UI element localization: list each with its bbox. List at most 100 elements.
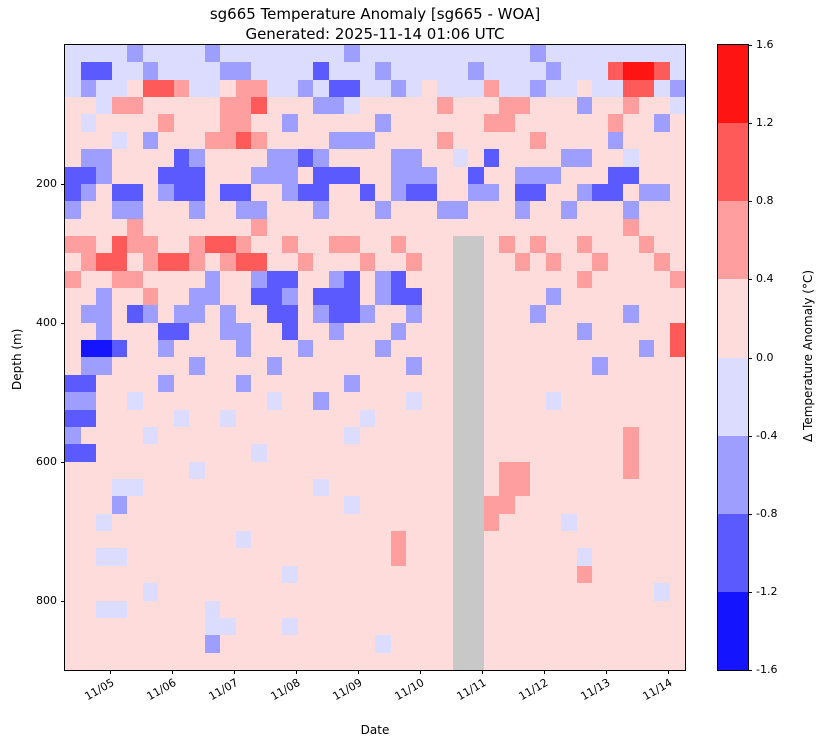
heatmap-cell bbox=[545, 600, 561, 618]
heatmap-cell bbox=[530, 496, 546, 514]
heatmap-cell bbox=[96, 270, 112, 289]
heatmap-cell bbox=[251, 531, 267, 549]
heatmap-cell bbox=[483, 97, 499, 115]
heatmap-cell bbox=[561, 531, 577, 549]
heatmap-cell bbox=[390, 513, 406, 532]
heatmap-cell bbox=[468, 45, 484, 63]
heatmap-cell bbox=[623, 496, 639, 514]
heatmap-cell bbox=[235, 288, 251, 306]
y-tick-label: 400 bbox=[36, 315, 57, 329]
heatmap-cell bbox=[65, 62, 81, 80]
heatmap-cell bbox=[390, 183, 406, 202]
heatmap-cell bbox=[235, 270, 251, 289]
heatmap-cell bbox=[142, 45, 158, 63]
heatmap-cell bbox=[623, 305, 639, 323]
heatmap-cell bbox=[390, 131, 406, 150]
heatmap-cell bbox=[359, 166, 375, 184]
heatmap-cell bbox=[375, 600, 391, 618]
heatmap-cell bbox=[344, 253, 360, 271]
heatmap-cell bbox=[530, 114, 546, 132]
heatmap-cell bbox=[545, 201, 561, 219]
heatmap-cell bbox=[390, 531, 406, 549]
heatmap-cell bbox=[452, 218, 468, 236]
heatmap-cell bbox=[623, 183, 639, 202]
heatmap-cell bbox=[111, 548, 127, 566]
heatmap-cell bbox=[669, 45, 685, 63]
colorbar-segment bbox=[718, 513, 748, 592]
heatmap-cell bbox=[189, 253, 205, 271]
heatmap-cell bbox=[406, 201, 422, 219]
heatmap-cell bbox=[282, 357, 298, 375]
heatmap-cell bbox=[127, 426, 143, 445]
heatmap-cell bbox=[266, 444, 282, 462]
heatmap-cell bbox=[669, 392, 685, 410]
heatmap-cell bbox=[80, 357, 96, 375]
heatmap-cell bbox=[623, 617, 639, 636]
heatmap-cell bbox=[297, 531, 313, 549]
heatmap-cell bbox=[623, 131, 639, 150]
heatmap-cell bbox=[576, 201, 592, 219]
heatmap-cell bbox=[142, 183, 158, 202]
heatmap-cell bbox=[390, 218, 406, 236]
heatmap-cell bbox=[530, 97, 546, 115]
heatmap-cell bbox=[313, 97, 329, 115]
heatmap-cell bbox=[80, 253, 96, 271]
heatmap-cell bbox=[80, 479, 96, 497]
heatmap-cell bbox=[623, 635, 639, 653]
heatmap-cell bbox=[545, 652, 561, 670]
heatmap-cell bbox=[576, 79, 592, 98]
heatmap-cell bbox=[313, 600, 329, 618]
heatmap-cell bbox=[111, 305, 127, 323]
heatmap-cell bbox=[406, 600, 422, 618]
heatmap-cell bbox=[437, 479, 453, 497]
heatmap-cell bbox=[592, 340, 608, 358]
colorbar-tick-label: 1.6 bbox=[756, 38, 774, 51]
heatmap-cell bbox=[220, 166, 236, 184]
heatmap-cell bbox=[251, 131, 267, 150]
heatmap-cell bbox=[266, 496, 282, 514]
heatmap-cell bbox=[390, 357, 406, 375]
heatmap-cell bbox=[111, 531, 127, 549]
heatmap-cell bbox=[654, 235, 670, 254]
heatmap-cell bbox=[359, 235, 375, 254]
heatmap-cell bbox=[654, 79, 670, 98]
heatmap-cell bbox=[80, 79, 96, 98]
heatmap-cell bbox=[189, 357, 205, 375]
heatmap-cell bbox=[127, 461, 143, 480]
heatmap-cell bbox=[561, 583, 577, 601]
heatmap-cell bbox=[576, 340, 592, 358]
heatmap-cell bbox=[669, 409, 685, 427]
heatmap-cell bbox=[623, 253, 639, 271]
y-tick-label: 600 bbox=[36, 454, 57, 468]
heatmap-cell bbox=[220, 392, 236, 410]
heatmap-cell bbox=[65, 617, 81, 636]
heatmap-cell bbox=[607, 426, 623, 445]
heatmap-cell bbox=[452, 444, 468, 462]
heatmap-cell bbox=[406, 496, 422, 514]
colorbar-segment bbox=[718, 45, 748, 124]
heatmap-cell bbox=[607, 166, 623, 184]
heatmap-cell bbox=[654, 444, 670, 462]
heatmap-cell bbox=[220, 617, 236, 636]
heatmap-cell bbox=[561, 652, 577, 670]
heatmap-cell bbox=[406, 131, 422, 150]
heatmap-cell bbox=[452, 149, 468, 167]
heatmap-cell bbox=[499, 548, 515, 566]
heatmap-cell bbox=[313, 513, 329, 532]
heatmap-cell bbox=[375, 479, 391, 497]
heatmap-cell bbox=[437, 426, 453, 445]
heatmap-cell bbox=[669, 617, 685, 636]
heatmap-cell bbox=[437, 652, 453, 670]
heatmap-cell bbox=[297, 340, 313, 358]
tick-mark bbox=[748, 201, 752, 203]
heatmap-cell bbox=[499, 45, 515, 63]
heatmap-cell bbox=[483, 565, 499, 584]
heatmap-cell bbox=[514, 652, 530, 670]
heatmap-cell bbox=[499, 444, 515, 462]
heatmap-cell bbox=[251, 374, 267, 393]
heatmap-cell bbox=[344, 288, 360, 306]
heatmap-cell bbox=[483, 45, 499, 63]
x-tick-label: 11/08 bbox=[268, 676, 303, 704]
heatmap-cell bbox=[421, 513, 437, 532]
heatmap-cell bbox=[576, 114, 592, 132]
